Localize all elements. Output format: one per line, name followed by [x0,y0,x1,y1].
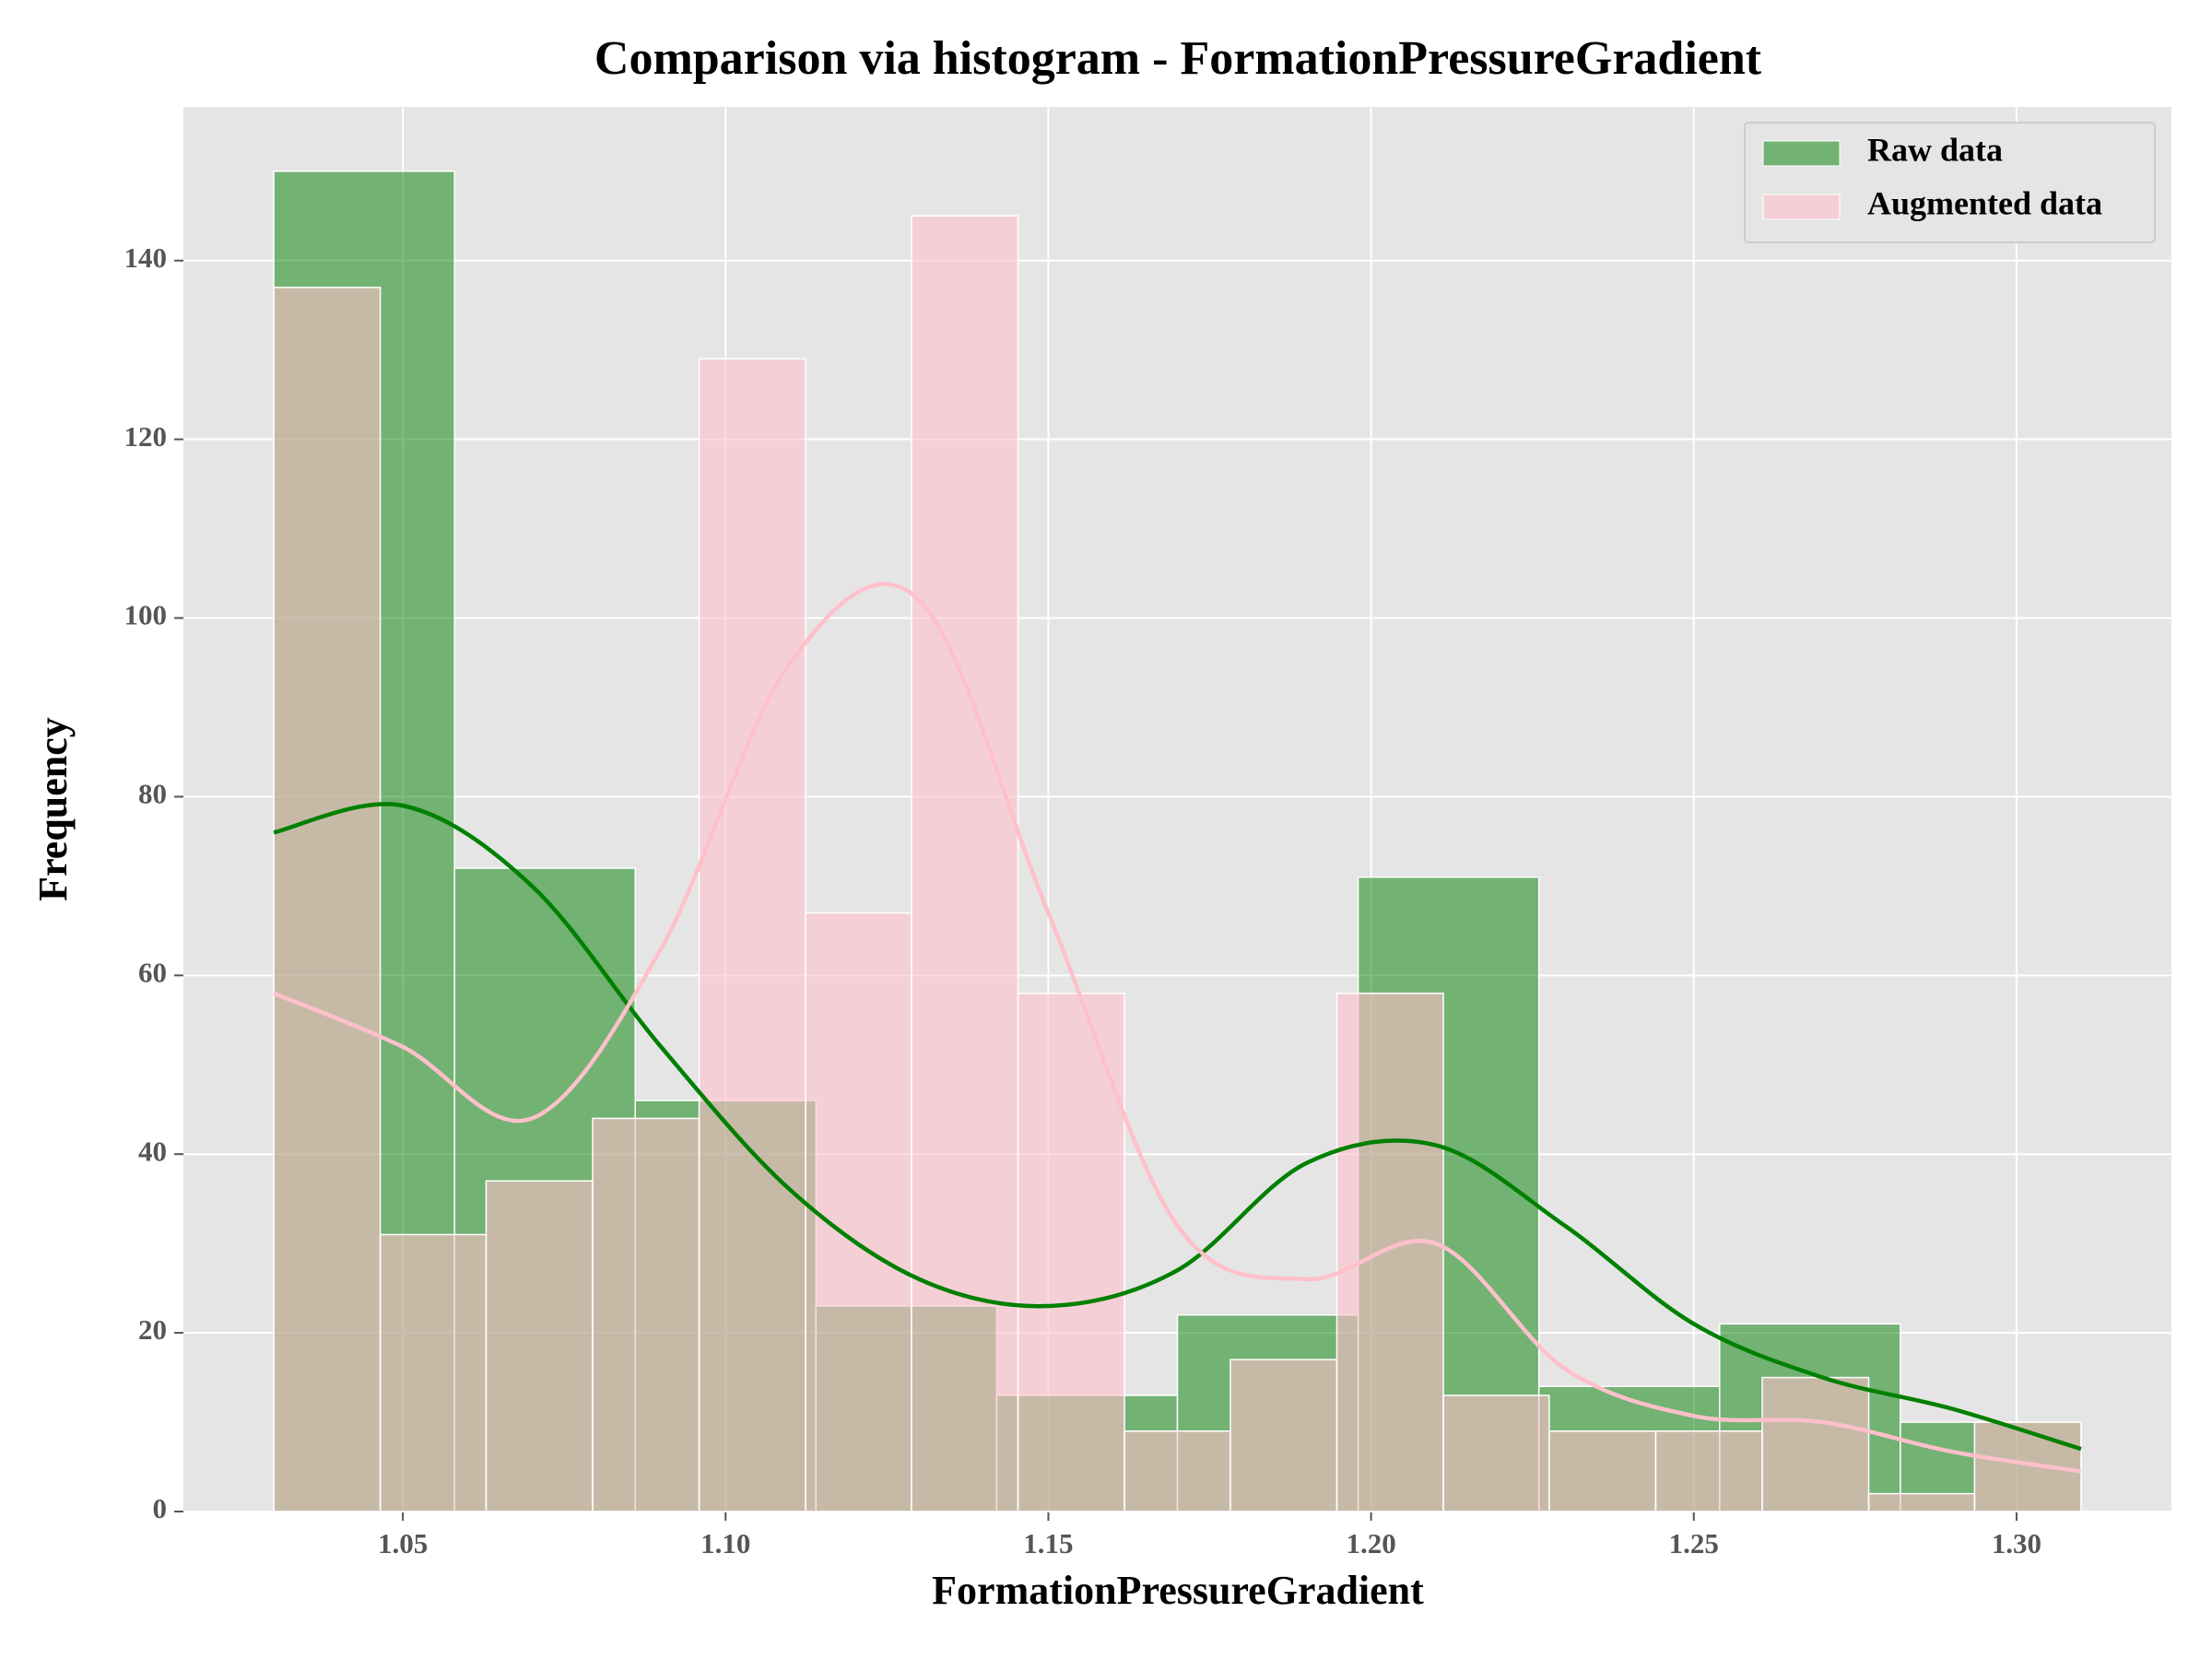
x-tick-label: 1.30 [1992,1527,2041,1559]
histogram-bar [1654,1430,1763,1512]
histogram-bar [1017,992,1125,1512]
x-tick-label: 1.25 [1669,1527,1719,1559]
y-tick-label: 120 [124,420,168,453]
y-tick-label: 40 [138,1135,167,1167]
histogram-bar [1335,992,1444,1512]
histogram-bar [273,287,382,1512]
y-tick-label: 20 [138,1313,167,1346]
chart-title: Comparison via histogram - FormationPres… [594,32,1762,85]
histogram-bar [1442,1394,1550,1512]
histogram-bar [1230,1359,1338,1512]
y-tick-label: 80 [138,778,167,810]
histogram-bar [592,1117,700,1512]
legend-swatch [1762,194,1841,220]
x-tick-label: 1.10 [700,1527,750,1559]
histogram-bar [1761,1376,1870,1512]
y-tick-label: 60 [138,956,167,988]
legend-label: Raw data [1867,131,2003,168]
histogram-bar [698,358,806,1512]
y-axis-label: Frequency [30,717,76,901]
legend-label: Augmented data [1867,184,2102,221]
legend-box [1744,122,2156,243]
x-axis-label: FormationPressureGradient [932,1568,1424,1613]
histogram-bar [485,1180,594,1512]
y-tick-label: 140 [124,241,168,274]
histogram-bar [911,215,1019,1512]
kde-line [273,802,2082,1452]
histogram-bar [1124,1430,1231,1512]
y-tick-label: 0 [153,1492,168,1524]
histogram-bar [379,1233,488,1512]
kde-line [273,582,2082,1474]
x-tick-label: 1.20 [1346,1527,1395,1559]
histogram-bar [1867,1492,1976,1512]
x-tick-label: 1.05 [378,1527,428,1559]
histogram-bar [1973,1421,2082,1512]
x-tick-label: 1.15 [1023,1527,1073,1559]
y-tick-label: 100 [124,599,168,631]
histogram-bar [805,912,912,1512]
legend-swatch [1762,140,1841,167]
histogram-bar [1548,1430,1657,1512]
